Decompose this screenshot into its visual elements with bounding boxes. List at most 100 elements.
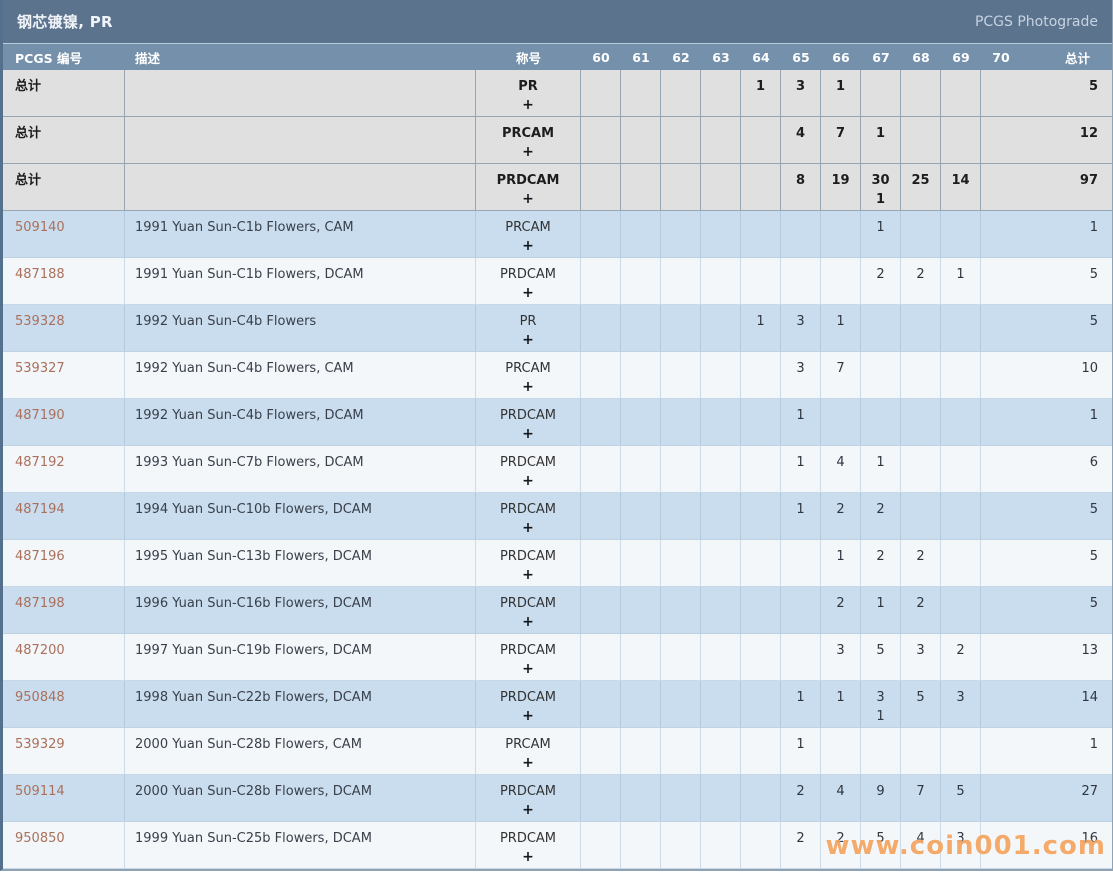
total-cell: 1	[1021, 399, 1112, 445]
grade-62-cell	[661, 587, 701, 633]
grade-62-cell	[661, 775, 701, 821]
grade-62-cell	[661, 822, 701, 868]
pcgs-number-link[interactable]: 487190	[15, 408, 65, 423]
grade-61-cell	[621, 775, 661, 821]
designation-plus: +	[522, 614, 534, 630]
pcgs-number-link[interactable]: 487192	[15, 455, 65, 470]
pcgs-number-cell: 950850	[3, 822, 125, 868]
designation-label: PR	[518, 79, 538, 94]
grade-count: 1	[796, 690, 805, 705]
pcgs-number-link[interactable]: 950848	[15, 690, 65, 705]
total-count: 5	[1089, 314, 1098, 329]
designation-cell: PRDCAM +	[476, 399, 581, 445]
col-header-grade-60: 60	[592, 49, 610, 65]
photograde-link[interactable]: PCGS Photograde	[974, 13, 1098, 30]
table-header-row: PCGS 编号 描述 称号 60 61 62 63 64 65 66 67 68 69 70 总计	[3, 43, 1112, 70]
grade-62-cell	[661, 540, 701, 586]
grade-count: 2	[916, 549, 925, 564]
grade-count: 3	[956, 831, 965, 846]
grade-count: 3	[916, 643, 925, 658]
pcgs-number-link[interactable]: 487194	[15, 502, 65, 517]
designation-cell: PRDCAM +	[476, 540, 581, 586]
designation-cell: PRDCAM +	[476, 446, 581, 492]
table-row: 487190 1992 Yuan Sun-C4b Flowers, DCAM P…	[3, 399, 1112, 446]
grade-70-cell	[981, 258, 1021, 304]
grade-62-cell	[661, 634, 701, 680]
grade-67-cell: 9	[861, 775, 901, 821]
grade-count: 1	[876, 455, 885, 470]
grade-66-cell: 1	[821, 681, 861, 727]
grade-64-cell	[741, 587, 781, 633]
designation-label: PRDCAM	[499, 784, 557, 799]
pcgs-number-link[interactable]: 487188	[15, 267, 65, 282]
pcgs-number-link[interactable]: 487198	[15, 596, 65, 611]
grade-count: 9	[876, 784, 885, 799]
grade-65-cell: 4	[781, 117, 821, 163]
designation-cell: PRCAM +	[476, 352, 581, 398]
grade-count: 4	[836, 455, 845, 470]
grade-68-cell: 2	[901, 587, 941, 633]
grade-64-cell	[741, 352, 781, 398]
grade-67-cell: 5	[861, 822, 901, 868]
pcgs-number: 总计	[15, 126, 42, 141]
grade-70-cell	[981, 634, 1021, 680]
grade-61-cell	[621, 446, 661, 492]
grade-68-cell: 7	[901, 775, 941, 821]
grade-count: 3	[956, 690, 965, 705]
pcgs-number-cell: 539327	[3, 352, 125, 398]
col-header-grade-63: 63	[712, 49, 730, 65]
description-cell: 1991 Yuan Sun-C1b Flowers, DCAM	[125, 258, 476, 304]
pcgs-number-link[interactable]: 539329	[15, 737, 65, 752]
description-cell	[125, 164, 476, 210]
grade-69-cell	[941, 305, 981, 351]
col-header-grade-61: 61	[632, 49, 650, 65]
grade-count: 7	[836, 361, 845, 376]
grade-69-cell: 14	[941, 164, 981, 210]
grade-68-cell	[901, 728, 941, 774]
grade-count: 4	[795, 126, 806, 141]
total-count: 1	[1089, 220, 1098, 235]
pcgs-number-link[interactable]: 539328	[15, 314, 65, 329]
grade-count: 3	[876, 690, 885, 705]
grade-count: 2	[876, 267, 885, 282]
grade-65-cell: 1	[781, 399, 821, 445]
grade-68-cell	[901, 117, 941, 163]
total-count: 27	[1081, 784, 1098, 799]
grade-count: 2	[876, 549, 885, 564]
total-count: 5	[1089, 549, 1098, 564]
grade-70-cell	[981, 822, 1021, 868]
grade-70-cell	[981, 164, 1021, 210]
pcgs-number-cell: 487196	[3, 540, 125, 586]
description-cell: 1998 Yuan Sun-C22b Flowers, DCAM	[125, 681, 476, 727]
title-bar: 钢芯镀镍, PR PCGS Photograde	[3, 0, 1112, 43]
pcgs-number-link[interactable]: 487196	[15, 549, 65, 564]
designation-label: PRDCAM	[499, 596, 557, 611]
grade-plus-count: 1	[875, 192, 886, 207]
designation-cell: PRDCAM +	[476, 775, 581, 821]
coin-description: 1996 Yuan Sun-C16b Flowers, DCAM	[135, 596, 372, 611]
grade-count: 5	[876, 831, 885, 846]
coin-description: 1995 Yuan Sun-C13b Flowers, DCAM	[135, 549, 372, 564]
pcgs-number-link[interactable]: 487200	[15, 643, 65, 658]
pcgs-number-link[interactable]: 509140	[15, 220, 65, 235]
total-cell: 14	[1021, 681, 1112, 727]
designation-plus: +	[522, 661, 534, 677]
grade-65-cell: 3	[781, 70, 821, 116]
grade-65-cell	[781, 540, 821, 586]
grade-70-cell	[981, 446, 1021, 492]
pcgs-number-cell: 487188	[3, 258, 125, 304]
pcgs-number-link[interactable]: 509114	[15, 784, 65, 799]
grade-64-cell	[741, 634, 781, 680]
col-header-grade-65: 65	[792, 49, 810, 65]
grade-66-cell: 7	[821, 352, 861, 398]
grade-60-cell	[581, 117, 621, 163]
designation-cell: PRDCAM +	[476, 634, 581, 680]
pcgs-number-link[interactable]: 539327	[15, 361, 65, 376]
table-row: 总计 PRDCAM + 8 19 30 1 25 14 97	[3, 164, 1112, 211]
grade-count: 1	[796, 408, 805, 423]
total-cell: 5	[1021, 305, 1112, 351]
pcgs-number-link[interactable]: 950850	[15, 831, 65, 846]
table-row: 487188 1991 Yuan Sun-C1b Flowers, DCAM P…	[3, 258, 1112, 305]
grade-count: 7	[916, 784, 925, 799]
